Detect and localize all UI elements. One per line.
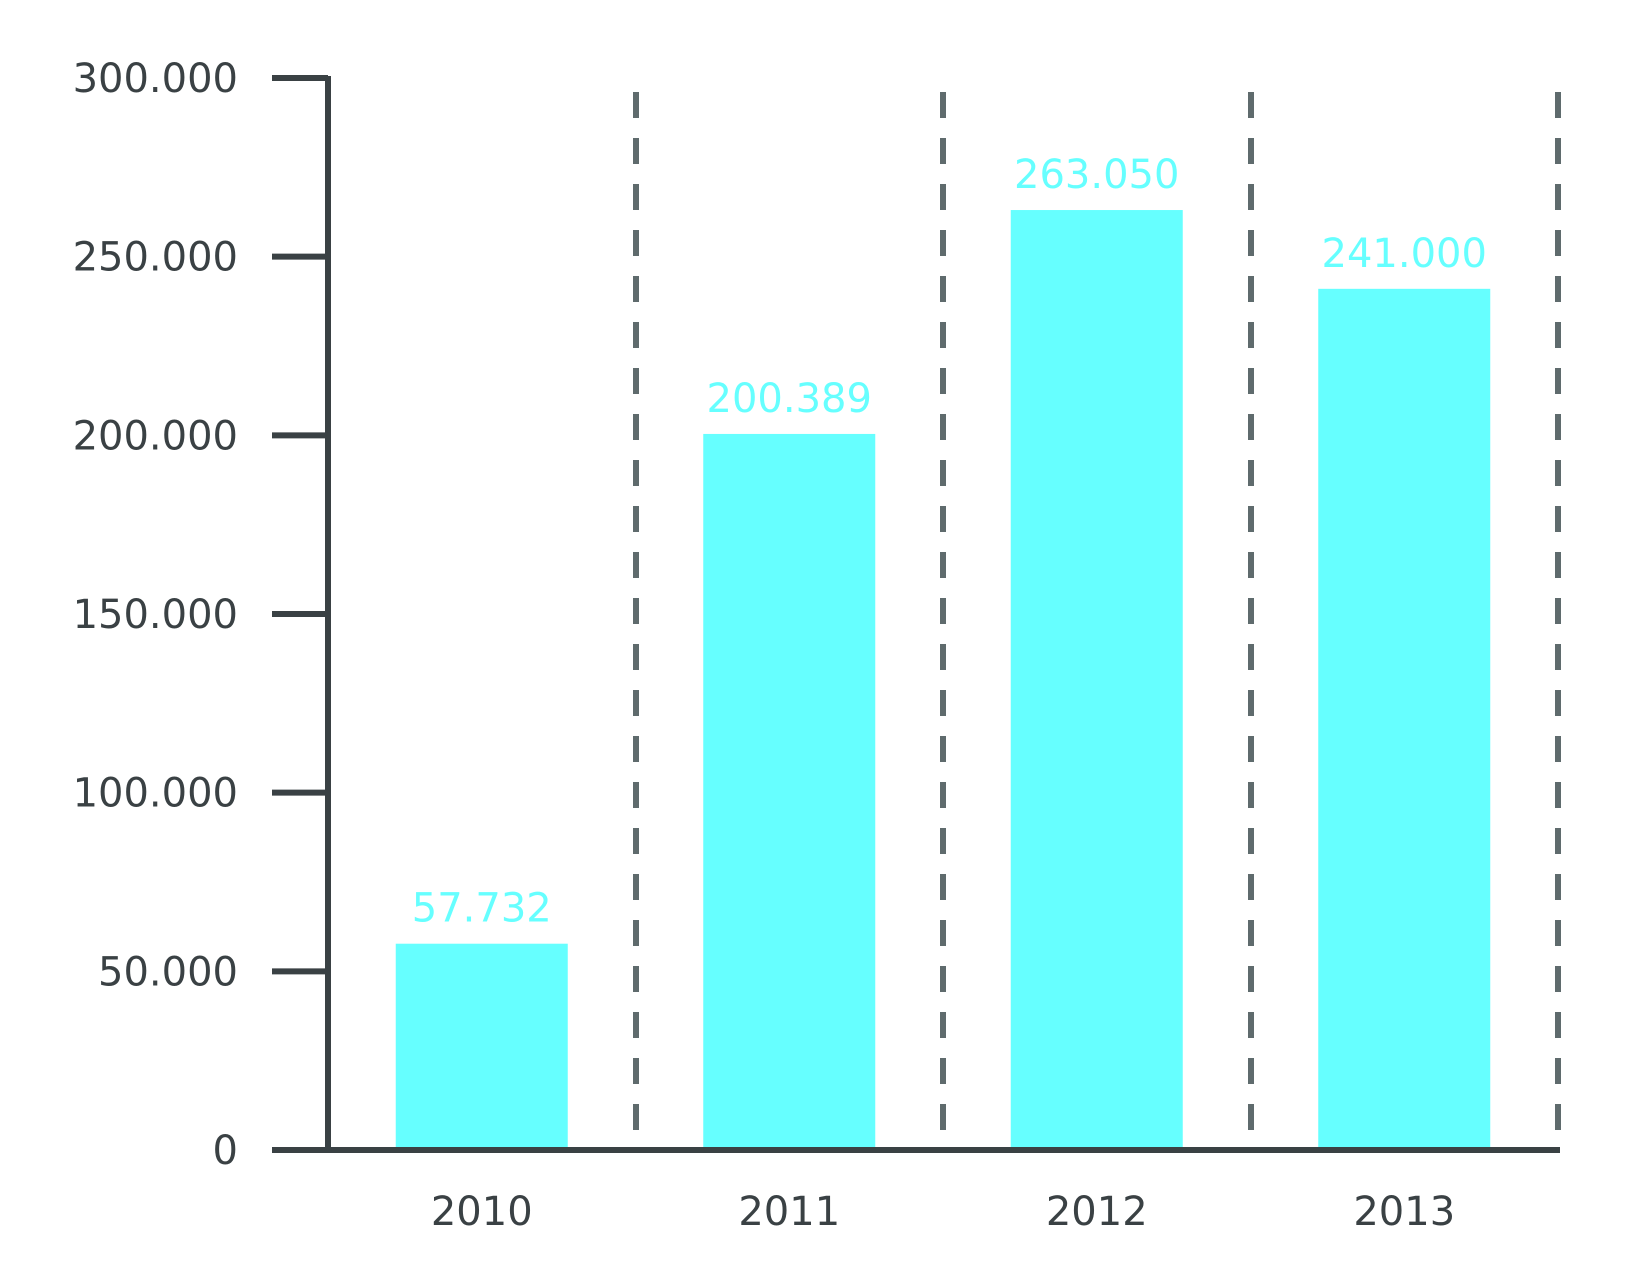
x-tick-label-2013: 2013 (1353, 1189, 1455, 1235)
x-tick-label-2010: 2010 (431, 1189, 533, 1235)
y-tick-label-3: 150.000 (73, 592, 238, 638)
x-tick-label-2011: 2011 (738, 1189, 840, 1235)
bar-2013 (1318, 288, 1491, 1150)
y-axis-ticks: 0 50.000 100.000 150.000 200.000 250.000 300.0… (73, 56, 328, 1174)
bar-2010 (395, 943, 568, 1150)
bar-2011 (703, 433, 876, 1150)
data-label-2012: 263.050 (1014, 152, 1179, 198)
x-tick-label-2012: 2012 (1046, 1189, 1148, 1235)
y-tick-label-6: 300.000 (73, 56, 238, 102)
x-axis-labels: 2010 2011 2012 2013 (431, 1189, 1455, 1235)
y-tick-label-1: 50.000 (98, 949, 238, 995)
y-tick-label-2: 100.000 (73, 771, 238, 817)
bar-2012 (1010, 210, 1183, 1150)
data-label-2010: 57.732 (412, 886, 552, 932)
category-separators (633, 92, 1561, 1150)
y-tick-label-0: 0 (213, 1128, 238, 1174)
data-labels-group: 57.732 200.389 263.050 241.000 (412, 152, 1487, 932)
data-label-2011: 200.389 (707, 376, 872, 422)
data-label-2013: 241.000 (1322, 231, 1487, 277)
bars-group (395, 210, 1491, 1150)
y-tick-label-4: 200.000 (73, 413, 238, 459)
y-tick-label-5: 250.000 (73, 235, 238, 281)
